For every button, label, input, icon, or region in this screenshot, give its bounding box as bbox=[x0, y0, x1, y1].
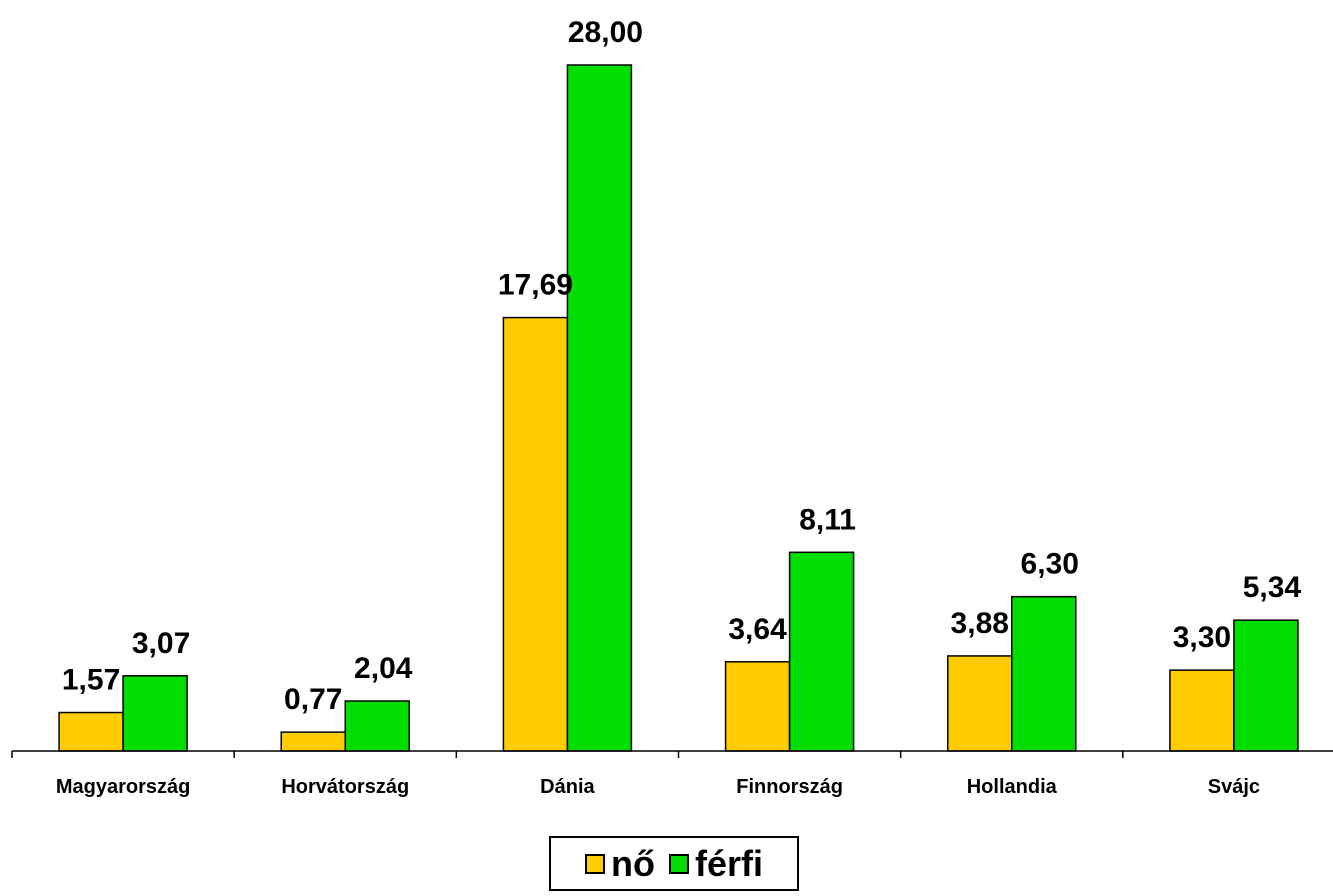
value-label-ferfi: 3,07 bbox=[132, 627, 190, 660]
bars-group bbox=[58, 64, 1299, 752]
bar-no bbox=[280, 731, 346, 752]
bar-no bbox=[947, 655, 1013, 752]
legend: nő férfi bbox=[549, 836, 799, 891]
category-label: Magyarország bbox=[56, 776, 191, 798]
bar-ferfi bbox=[566, 64, 633, 752]
value-label-ferfi: 2,04 bbox=[354, 652, 413, 685]
value-label-no: 3,30 bbox=[1173, 621, 1231, 654]
value-label-no: 3,88 bbox=[951, 607, 1009, 640]
bar-no bbox=[502, 316, 569, 752]
x-axis-ticks bbox=[11, 751, 1124, 758]
bar-ferfi bbox=[344, 700, 410, 752]
value-label-ferfi: 8,11 bbox=[799, 503, 856, 536]
value-label-no: 0,77 bbox=[284, 683, 342, 716]
legend-label-ferfi: férfi bbox=[694, 842, 763, 884]
legend-swatch-no bbox=[585, 853, 605, 874]
bar-ferfi bbox=[1011, 595, 1077, 752]
category-label: Svájc bbox=[1208, 776, 1260, 798]
bar-ferfi bbox=[788, 551, 855, 752]
legend-item-no: nő bbox=[585, 842, 655, 884]
bar-no bbox=[724, 661, 791, 752]
category-label: Finnország bbox=[736, 776, 843, 798]
category-label: Hollandia bbox=[967, 776, 1058, 798]
value-label-ferfi: 28,00 bbox=[568, 16, 643, 49]
category-label: Dánia bbox=[540, 776, 595, 798]
value-label-ferfi: 6,30 bbox=[1021, 548, 1079, 581]
value-label-ferfi: 5,34 bbox=[1243, 571, 1302, 604]
legend-item-ferfi: férfi bbox=[668, 842, 763, 884]
value-labels-group: 1,57 3,07 0,77 2,04 17,69 28,00 3,64 8,11 3,88 6,… bbox=[62, 16, 1302, 716]
bar-no bbox=[1169, 669, 1235, 752]
value-label-no: 1,57 bbox=[62, 664, 120, 697]
bar-ferfi bbox=[122, 675, 188, 752]
value-label-no: 17,69 bbox=[498, 269, 573, 302]
legend-swatch-ferfi bbox=[668, 853, 689, 874]
bar-no bbox=[58, 711, 124, 752]
bar-ferfi bbox=[1233, 619, 1299, 752]
legend-label-no: nő bbox=[611, 842, 655, 884]
value-label-no: 3,64 bbox=[728, 613, 787, 646]
category-labels-group: Magyarország Horvátország Dánia Finnország H… bbox=[56, 776, 1260, 798]
category-label: Horvátország bbox=[281, 776, 409, 798]
